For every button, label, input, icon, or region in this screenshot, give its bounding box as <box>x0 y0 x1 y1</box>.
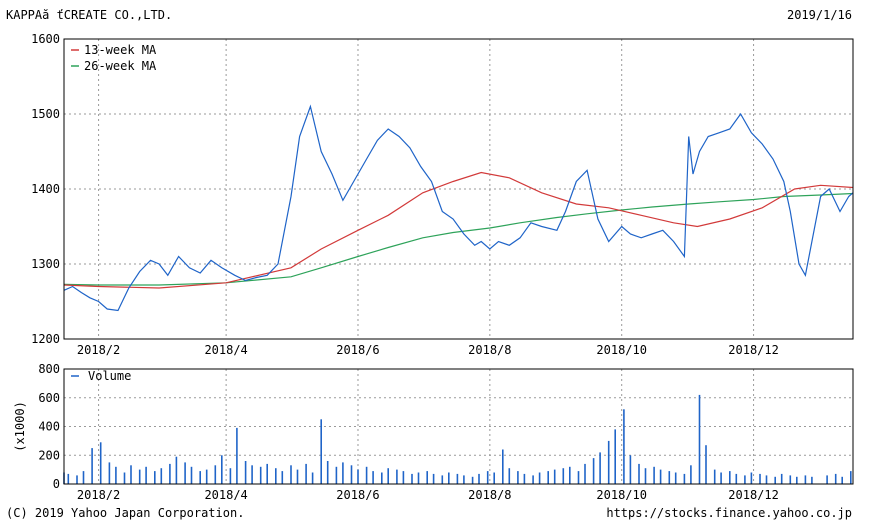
volume-panel-frame <box>63 368 854 485</box>
volume-x-tick-label: 2018/10 <box>596 488 647 500</box>
legend-volume-label: Volume <box>88 369 131 383</box>
volume-y-tick-label: 800 <box>38 362 60 376</box>
price-x-tick-label: 2018/6 <box>336 343 379 357</box>
price-y-tick-label: 1600 <box>31 32 60 46</box>
price-y-tick-label: 1300 <box>31 257 60 271</box>
volume-y-axis-label: (x1000) <box>13 401 27 452</box>
price-x-tick-label: 2018/4 <box>204 343 247 357</box>
price-x-tick-label: 2018/2 <box>77 343 120 357</box>
price-x-tick-label: 2018/12 <box>728 343 779 357</box>
chart-date: 2019/1/16 <box>786 8 852 22</box>
price-panel-frame <box>63 38 854 340</box>
legend-ma13-label: 13-week MA <box>84 43 157 57</box>
source-url[interactable]: https://stocks.finance.yahoo.co.jp <box>606 506 852 520</box>
stock-chart: 1200 1300 1400 1500 1600 2018/2 2018/4 2018/6 20… <box>13 32 854 500</box>
price-x-tick-label: 2018/8 <box>468 343 511 357</box>
volume-x-tick-label: 2018/8 <box>468 488 511 500</box>
volume-x-tick-label: 2018/6 <box>336 488 379 500</box>
volume-y-tick-label: 600 <box>38 391 60 405</box>
copyright-text: (C) 2019 Yahoo Japan Corporation. <box>6 506 245 520</box>
volume-x-tick-label: 2018/4 <box>204 488 247 500</box>
company-name: KAPPAă ťCREATE CO.,LTD. <box>6 8 173 22</box>
volume-y-tick-label: 0 <box>53 477 60 491</box>
price-y-tick-label: 1400 <box>31 182 60 196</box>
price-line <box>63 104 854 312</box>
volume-x-tick-label: 2018/2 <box>77 488 120 500</box>
price-x-tick-label: 2018/10 <box>596 343 647 357</box>
volume-x-tick-label: 2018/12 <box>728 488 779 500</box>
volume-y-tick-label: 200 <box>38 448 60 462</box>
ma26-line <box>63 192 854 286</box>
volume-y-tick-label: 400 <box>38 420 60 434</box>
price-y-tick-label: 1200 <box>31 332 60 346</box>
legend-ma26-label: 26-week MA <box>84 59 157 73</box>
price-y-tick-label: 1500 <box>31 107 60 121</box>
